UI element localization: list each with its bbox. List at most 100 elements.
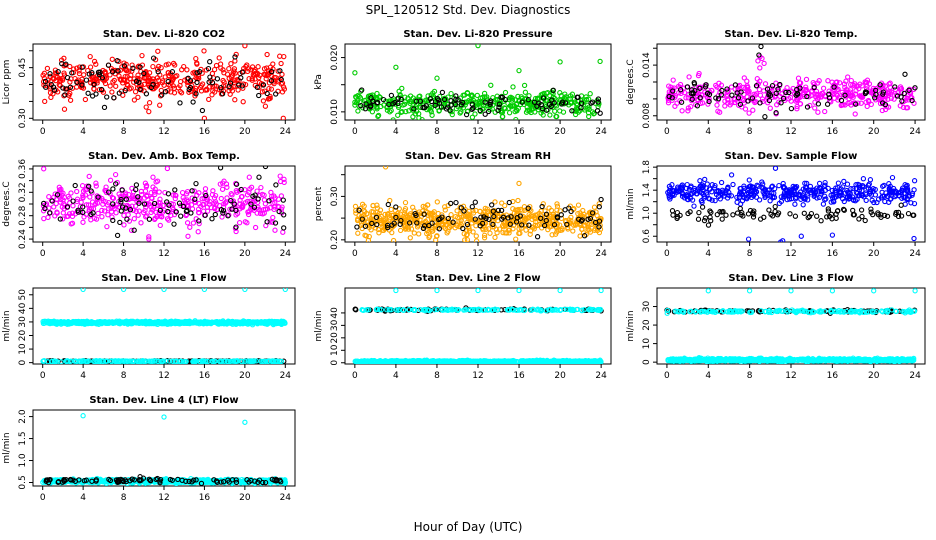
- y-tick-label: 0.014: [642, 52, 652, 78]
- scatter-point: [139, 191, 145, 198]
- scatter-point: [138, 220, 144, 226]
- scatter-point: [244, 192, 251, 198]
- scatter-point: [352, 70, 358, 76]
- scatter-point: [248, 203, 254, 210]
- scatter-point: [725, 97, 731, 103]
- scatter-point: [86, 173, 92, 180]
- scatter-point: [79, 64, 85, 70]
- scatter-point: [756, 52, 762, 58]
- scatter-point: [172, 187, 178, 193]
- scatter-point: [469, 220, 475, 226]
- scatter-point: [889, 174, 896, 181]
- scatter-point: [194, 70, 200, 76]
- scatter-point: [270, 66, 276, 72]
- scatter-point: [44, 65, 51, 72]
- scatter-point: [754, 76, 760, 82]
- scatter-point: [773, 110, 779, 116]
- scatter-point: [822, 193, 828, 199]
- scatter-point: [264, 90, 270, 97]
- scatter-point: [121, 212, 127, 219]
- scatter-point: [107, 83, 113, 89]
- scatter-point: [544, 98, 550, 104]
- scatter-point: [757, 216, 764, 222]
- scatter-point: [397, 227, 404, 234]
- scatter-point: [148, 195, 155, 201]
- scatter-point: [541, 222, 548, 229]
- scatter-point: [513, 219, 520, 225]
- scatter-point: [594, 108, 601, 114]
- x-tick-label: 8: [121, 371, 127, 381]
- scatter-point: [50, 84, 57, 90]
- scatter-point: [203, 192, 209, 199]
- scatter-point: [57, 199, 64, 205]
- x-tick-label: 8: [121, 249, 127, 259]
- scatter-point: [161, 288, 167, 293]
- scatter-point: [551, 222, 558, 228]
- scatter-point: [538, 101, 544, 108]
- x-tick-label: 8: [747, 249, 753, 259]
- scatter-point: [252, 66, 258, 73]
- scatter-point: [829, 232, 836, 238]
- scatter-point: [196, 200, 202, 207]
- scatter-point: [816, 78, 822, 84]
- scatter-point: [445, 215, 451, 222]
- scatter-point: [211, 358, 218, 364]
- scatter-point: [858, 93, 864, 100]
- scatter-point: [570, 228, 576, 234]
- scatter-point: [822, 182, 828, 188]
- scatter-point: [864, 83, 870, 89]
- scatter-point: [723, 212, 729, 218]
- scatter-point: [63, 61, 69, 67]
- scatter-point: [204, 86, 210, 92]
- scatter-point: [131, 79, 137, 85]
- scatter-point: [698, 100, 704, 107]
- scatter-point: [519, 99, 525, 105]
- scatter-point: [704, 90, 711, 97]
- scatter-point: [197, 69, 203, 75]
- scatter-point: [87, 64, 94, 70]
- scatter-point: [48, 94, 54, 101]
- scatter-point: [580, 207, 586, 214]
- scatter-point: [705, 101, 711, 107]
- scatter-point: [86, 71, 92, 77]
- scatter-point: [798, 233, 804, 239]
- scatter-point: [850, 212, 857, 218]
- scatter-point: [792, 201, 798, 207]
- scatter-point: [193, 91, 199, 97]
- scatter-point: [161, 320, 167, 326]
- scatter-point: [838, 190, 844, 196]
- scatter-point: [82, 320, 88, 326]
- scatter-point: [230, 319, 236, 325]
- scatter-point: [589, 210, 596, 216]
- scatter-point: [240, 202, 246, 208]
- scatter-point: [42, 98, 48, 105]
- scatter-point: [685, 105, 692, 111]
- x-tick-label: 4: [705, 249, 711, 259]
- scatter-point: [273, 91, 279, 97]
- scatter-point: [598, 196, 604, 203]
- scatter-point: [907, 193, 913, 200]
- y-tick-label: 20: [18, 330, 28, 342]
- scatter-point: [905, 210, 912, 217]
- scatter-point: [116, 191, 122, 197]
- scatter-point: [69, 210, 76, 216]
- scatter-point: [74, 65, 80, 71]
- scatter-point: [466, 226, 472, 232]
- scatter-point: [93, 91, 99, 97]
- scatter-point: [48, 79, 54, 85]
- scatter-point: [842, 92, 848, 98]
- scatter-point: [670, 88, 676, 94]
- scatter-point: [571, 206, 577, 212]
- scatter-point: [247, 198, 253, 204]
- scatter-point: [909, 97, 915, 104]
- scatter-point: [436, 100, 443, 106]
- scatter-point: [825, 208, 832, 214]
- scatter-point: [594, 212, 600, 219]
- scatter-point: [356, 207, 362, 213]
- scatter-point: [882, 198, 888, 205]
- scatter-point: [162, 89, 169, 95]
- scatter-point: [709, 182, 715, 188]
- scatter-point: [110, 186, 116, 192]
- y-tick-label: 30: [18, 316, 28, 328]
- scatter-point: [547, 224, 553, 230]
